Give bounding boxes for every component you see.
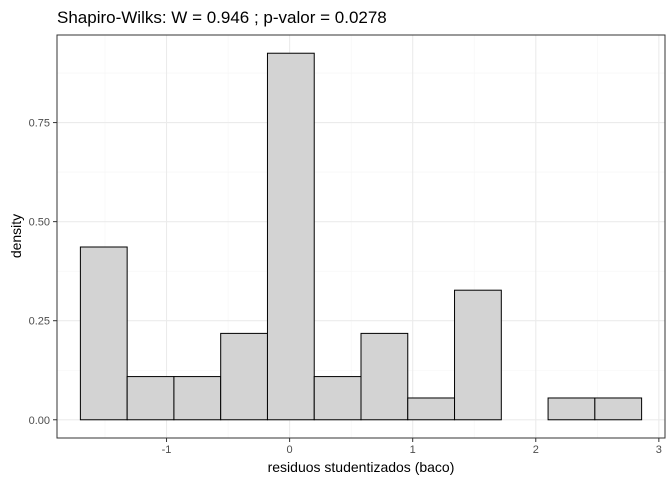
histogram-bar bbox=[547, 397, 596, 421]
histogram-bar bbox=[173, 376, 222, 421]
x-axis-label: residuos studentizados (baco) bbox=[268, 459, 455, 475]
histogram-bar bbox=[79, 246, 128, 421]
histogram-bar bbox=[313, 376, 362, 421]
x-axis-ticks: -1 0 1 2 3 bbox=[162, 438, 662, 456]
histogram-bar bbox=[266, 52, 315, 421]
chart-title: Shapiro-Wilks: W = 0.946 ; p-valor = 0.0… bbox=[57, 8, 387, 27]
histogram-bar bbox=[360, 332, 409, 421]
histogram-bar bbox=[454, 289, 502, 421]
x-tick-label: 2 bbox=[533, 444, 539, 456]
histogram-bar bbox=[220, 332, 268, 421]
histogram-bar bbox=[126, 376, 175, 421]
panel-border bbox=[56, 34, 666, 439]
x-tick-label: -1 bbox=[162, 444, 172, 456]
histogram-bar bbox=[407, 397, 456, 421]
histogram-bar bbox=[594, 397, 643, 421]
y-tick-label: 0.75 bbox=[29, 118, 50, 130]
y-tick-label: 0.50 bbox=[29, 217, 50, 229]
y-tick-label: 0.25 bbox=[29, 316, 50, 328]
histogram-bars bbox=[79, 52, 643, 421]
x-tick-label: 0 bbox=[287, 444, 293, 456]
x-tick-label: 1 bbox=[410, 444, 416, 456]
y-axis-label: density bbox=[8, 214, 24, 258]
y-axis-ticks: 0.00 0.25 0.50 0.75 bbox=[29, 118, 57, 427]
y-tick-label: 0.00 bbox=[29, 415, 50, 427]
x-tick-label: 3 bbox=[656, 444, 662, 456]
